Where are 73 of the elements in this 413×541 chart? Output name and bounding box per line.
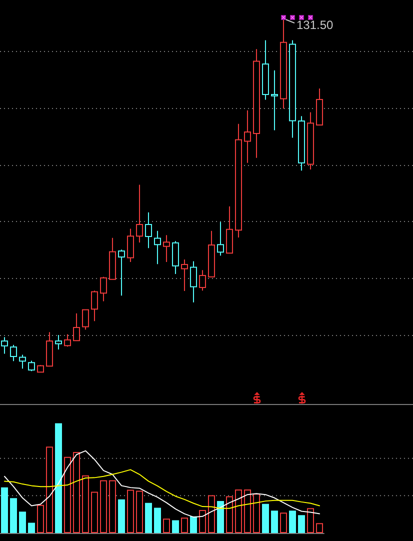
- bar: [37, 504, 44, 533]
- candlestick: [145, 212, 152, 249]
- candlestick: [172, 240, 179, 275]
- candlestick: [1, 336, 8, 354]
- candlestick: [19, 354, 26, 370]
- bar: [55, 423, 62, 533]
- candlestick: [109, 237, 116, 280]
- bar: [82, 475, 89, 533]
- candlestick: [154, 230, 161, 265]
- bar: [100, 480, 107, 533]
- candlestick: [199, 270, 206, 292]
- bar: [235, 490, 242, 533]
- bar: [316, 523, 323, 533]
- candlestick: [217, 221, 224, 256]
- candlestick: [55, 334, 62, 350]
- candlestick: [82, 309, 89, 330]
- bar: [280, 512, 287, 533]
- bar: [118, 499, 125, 533]
- bar: [28, 522, 35, 533]
- bar: [127, 490, 134, 533]
- bar: [199, 510, 206, 533]
- bar: [298, 515, 305, 533]
- bar: [19, 512, 26, 533]
- bar: [190, 516, 197, 533]
- candlestick: [136, 184, 143, 244]
- bar: [154, 508, 161, 533]
- candlestick: [244, 110, 251, 164]
- bar: [109, 480, 116, 533]
- candlestick: [298, 116, 305, 172]
- bar: [136, 490, 143, 533]
- bar: [262, 504, 269, 533]
- bar: [1, 487, 8, 533]
- candlestick: [163, 234, 170, 262]
- candlestick: [28, 360, 35, 372]
- bar: [46, 446, 53, 533]
- bar: [217, 501, 224, 533]
- bar: [91, 492, 98, 533]
- candlestick: [100, 276, 107, 302]
- bar: [226, 496, 233, 533]
- candlestick: [280, 17, 287, 110]
- annotation: 131.50: [296, 18, 334, 32]
- bar: [244, 490, 251, 533]
- bar: [10, 498, 17, 533]
- bar: [307, 508, 314, 533]
- candlestick: [91, 290, 98, 322]
- candlestick: [73, 312, 80, 342]
- candlestick: [46, 332, 53, 367]
- bar: [271, 510, 278, 533]
- bar: [64, 456, 71, 533]
- candlestick: [253, 48, 260, 158]
- candlestick: [127, 228, 134, 262]
- candlestick: [289, 40, 296, 138]
- candlestick: [181, 259, 188, 292]
- bar: [163, 518, 170, 533]
- candlestick: [262, 40, 269, 100]
- bar: [145, 502, 152, 533]
- candlestick: [190, 260, 197, 303]
- bar: [73, 452, 80, 533]
- candlestick: [226, 206, 233, 254]
- bar: [253, 494, 260, 533]
- candlestick: [64, 334, 71, 348]
- bar: [289, 510, 296, 533]
- candlestick: [307, 112, 314, 170]
- candlestick: [37, 364, 44, 373]
- candlestick: [10, 344, 17, 362]
- candlestick: [208, 230, 215, 278]
- candlestick: [118, 249, 125, 296]
- bar: [208, 495, 215, 533]
- bar: [172, 520, 179, 533]
- candlestick: [235, 123, 242, 238]
- candlestick: [271, 70, 278, 131]
- bar: [181, 518, 188, 533]
- candlestick: [316, 88, 323, 126]
